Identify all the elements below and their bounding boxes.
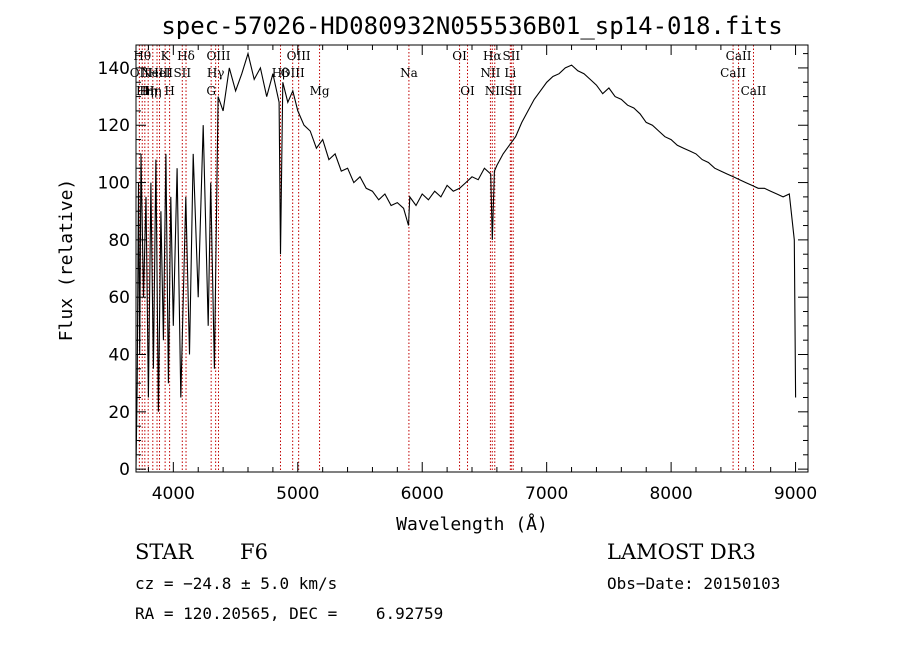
coordinates: RA = 120.20565, DEC = 6.92759 — [135, 604, 444, 623]
reference-line-label: OIII — [281, 66, 305, 80]
reference-line-label: CaII — [720, 66, 746, 80]
reference-line-label: OIII — [206, 49, 230, 63]
object-class: STAR — [135, 540, 194, 564]
y-tick-label: 100 — [98, 174, 130, 194]
reference-line-label: NII — [480, 66, 500, 80]
reference-line-label: H — [164, 84, 174, 98]
plot-frame — [135, 44, 809, 473]
reference-line-label: HeI — [148, 66, 171, 80]
y-tick-label: 0 — [119, 460, 130, 480]
reference-line-label: Hη — [144, 84, 162, 98]
x-axis-label: Wavelength (Å) — [396, 513, 548, 535]
reference-line-label: CaII — [726, 49, 752, 63]
reference-lines — [138, 45, 754, 472]
y-axis-ticks: 0 20 40 60 80 100 120 140 — [98, 53, 808, 480]
y-tick-label: 140 — [98, 59, 130, 79]
reference-line-label: Hγ — [207, 66, 225, 80]
reference-line-labels: OIIHθHηHηHηNeIIIHeIKHSIIHδGHγOIIIHβOIIIO… — [130, 49, 767, 98]
reference-line-label: Hθ — [133, 49, 151, 63]
reference-line-label: OII — [130, 66, 150, 80]
reference-line-label: Hδ — [177, 49, 195, 63]
reference-line-label: OI — [460, 84, 475, 98]
reference-line-label: Mg — [310, 84, 330, 98]
reference-line-label: OIII — [287, 49, 311, 63]
reference-line-label: G — [206, 84, 216, 98]
reference-line-label: SII — [502, 49, 520, 63]
reference-line-label: Hη — [139, 84, 157, 98]
reference-line-label: CaII — [741, 84, 767, 98]
reference-line-label: Na — [400, 66, 418, 80]
reference-line-label: OI — [452, 49, 467, 63]
x-tick-label: 5000 — [276, 484, 319, 504]
x-tick-label: 9000 — [774, 484, 817, 504]
chart-title: spec-57026-HD080932N055536B01_sp14-018.f… — [161, 12, 782, 40]
reference-line-label: Hη — [136, 84, 154, 98]
reference-line-label: SII — [173, 66, 191, 80]
x-tick-label: 7000 — [525, 484, 568, 504]
y-axis-label: Flux (relative) — [56, 179, 77, 342]
y-tick-label: 40 — [108, 346, 130, 366]
reference-line-label: Hβ — [272, 66, 289, 80]
y-tick-label: 80 — [108, 231, 130, 251]
y-tick-label: 60 — [108, 288, 130, 308]
radial-velocity: cz = −24.8 ± 5.0 km/s — [135, 574, 338, 593]
reference-line-label: NeIII — [141, 66, 173, 80]
x-tick-label: 8000 — [649, 484, 692, 504]
reference-line-label: SII — [504, 84, 522, 98]
y-tick-label: 120 — [98, 116, 130, 136]
flux-series-line — [135, 51, 797, 470]
object-subclass: F6 — [240, 540, 268, 564]
y-tick-label: 20 — [108, 403, 130, 423]
reference-line-label: NII — [485, 84, 505, 98]
observation-date: Obs−Date: 20150103 — [607, 574, 781, 593]
reference-line-label: Li — [504, 66, 516, 80]
x-tick-label: 6000 — [401, 484, 444, 504]
reference-line-label: Hα — [483, 49, 502, 63]
survey-name: LAMOST DR3 — [607, 540, 756, 564]
x-axis-ticks: 4000 5000 6000 7000 8000 9000 — [147, 45, 817, 504]
reference-line-label: K — [161, 49, 171, 63]
x-tick-label: 4000 — [152, 484, 195, 504]
